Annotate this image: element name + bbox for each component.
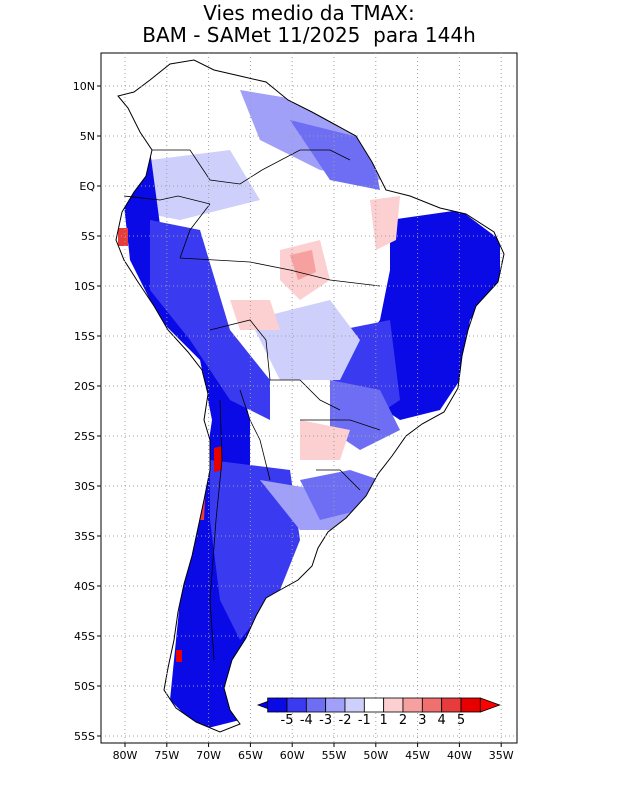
lat-tick-label: 25S bbox=[74, 430, 95, 443]
colorbar-swatch bbox=[441, 697, 462, 713]
lat-tick-label: 45S bbox=[74, 630, 95, 643]
colorbar-swatch bbox=[402, 697, 423, 713]
lat-tick-label: 10S bbox=[74, 280, 95, 293]
colorbar-label: -5 bbox=[281, 713, 294, 728]
lat-tick-label: 15S bbox=[74, 330, 95, 343]
lon-tick-label: 75W bbox=[154, 749, 179, 762]
colorbar-swatch bbox=[383, 697, 404, 713]
lat-tick-label: 30S bbox=[74, 480, 95, 493]
colorbar-label: 2 bbox=[399, 713, 407, 728]
lat-tick-label: 35S bbox=[74, 530, 95, 543]
lon-tick-label: 65W bbox=[238, 749, 263, 762]
colorbar-swatch bbox=[325, 697, 346, 713]
latitude-axis: 10N 5N EQ 5S 10S 15S 20S 25S 30S 35S 40S 45S 50S 55S bbox=[73, 80, 101, 743]
map-title: Vies medio da TMAX: BAM - SAMet 11/2025 … bbox=[0, 2, 618, 46]
lat-tick-label: 20S bbox=[74, 380, 95, 393]
colorbar-label: -4 bbox=[300, 713, 313, 728]
lat-tick-label: 50S bbox=[74, 680, 95, 693]
title-line-2: BAM - SAMet 11/2025 para 144h bbox=[142, 23, 476, 47]
lat-tick-label: EQ bbox=[79, 180, 95, 193]
colorbar-swatch bbox=[421, 697, 443, 713]
colorbar-label: -2 bbox=[339, 713, 352, 728]
colorbar-label: 3 bbox=[418, 713, 426, 728]
longitude-axis: 80W 75W 70W 65W 60W 55W 50W 45W 40W 35W bbox=[113, 743, 514, 762]
title-line-1: Vies medio da TMAX: bbox=[203, 1, 415, 25]
lon-tick-label: 60W bbox=[280, 749, 305, 762]
colorbar-label: 4 bbox=[438, 713, 446, 728]
lon-tick-label: 70W bbox=[196, 749, 221, 762]
lon-tick-label: 50W bbox=[363, 749, 388, 762]
colorbar-high-arrow bbox=[479, 697, 501, 713]
country-borders bbox=[123, 149, 381, 661]
colorbar-swatch bbox=[305, 697, 327, 713]
colorbar-label: -1 bbox=[358, 713, 371, 728]
colorbar-swatch bbox=[344, 697, 365, 713]
lon-tick-label: 80W bbox=[113, 749, 138, 762]
colorbar-swatch bbox=[286, 697, 307, 713]
colorbar-swatch bbox=[267, 697, 288, 713]
colorbar: -5 -4 -3 -2 -1 1 2 3 4 5 bbox=[256, 697, 501, 728]
lon-tick-label: 45W bbox=[405, 749, 430, 762]
lat-tick-label: 5S bbox=[81, 230, 95, 243]
colorbar-label: 1 bbox=[380, 713, 388, 728]
lat-tick-label: 40S bbox=[74, 580, 95, 593]
colorbar-label: -3 bbox=[319, 713, 332, 728]
graticule bbox=[101, 53, 517, 743]
colorbar-label: 5 bbox=[457, 713, 465, 728]
lon-tick-label: 35W bbox=[489, 749, 514, 762]
lon-tick-label: 40W bbox=[447, 749, 472, 762]
colorbar-swatch bbox=[363, 697, 385, 713]
lat-tick-label: 10N bbox=[73, 80, 95, 93]
colorbar-swatch bbox=[460, 697, 481, 713]
lon-tick-label: 55W bbox=[322, 749, 347, 762]
lat-tick-label: 5N bbox=[80, 130, 95, 143]
lat-tick-label: 55S bbox=[74, 730, 95, 743]
